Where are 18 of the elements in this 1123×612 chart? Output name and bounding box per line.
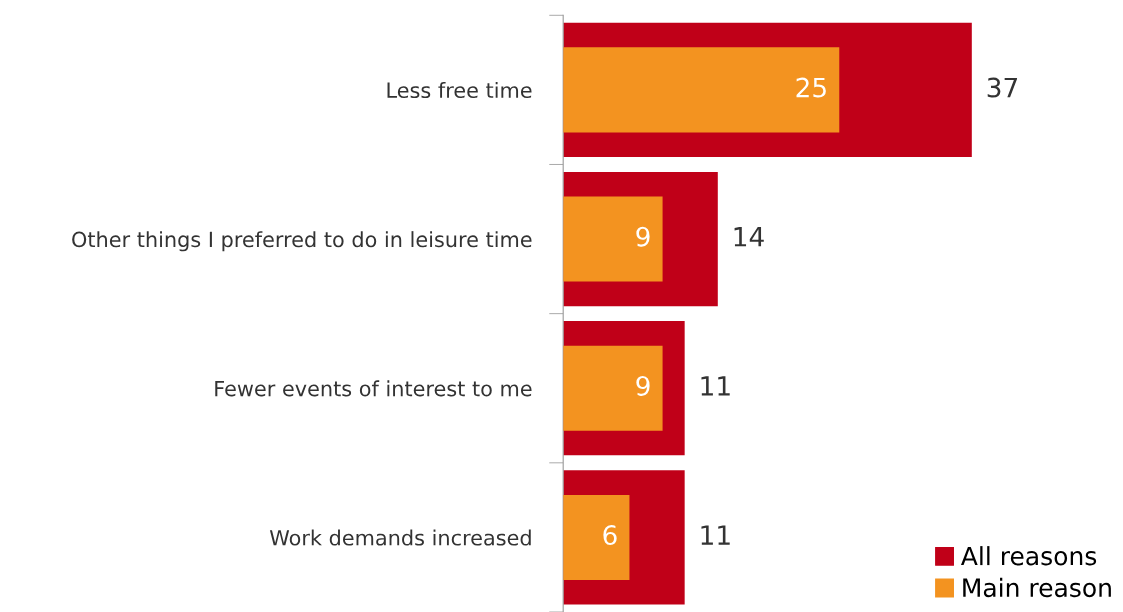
data-label: 37 [987, 77, 1018, 98]
y-tick-label: Fewer events of interest to me [215, 380, 532, 397]
data-label: 11 [701, 525, 730, 545]
data-label: 6 [603, 525, 617, 546]
bar [563, 47, 840, 133]
y-tick-label: Less free time [387, 81, 532, 99]
bar [563, 196, 663, 282]
legend-label: Main reason [963, 577, 1111, 598]
legend-label: All reasons [960, 546, 1097, 566]
data-label: 11 [701, 376, 730, 396]
data-label: 14 [734, 227, 764, 247]
y-tick-label: Work demands increased [269, 529, 531, 546]
data-label: 9 [636, 226, 650, 247]
data-label: 9 [636, 375, 650, 396]
data-label: 25 [796, 77, 826, 98]
y-tick-label: Other things I preferred to do in leisure time [72, 231, 532, 252]
bar [563, 345, 663, 431]
bar [563, 494, 630, 580]
